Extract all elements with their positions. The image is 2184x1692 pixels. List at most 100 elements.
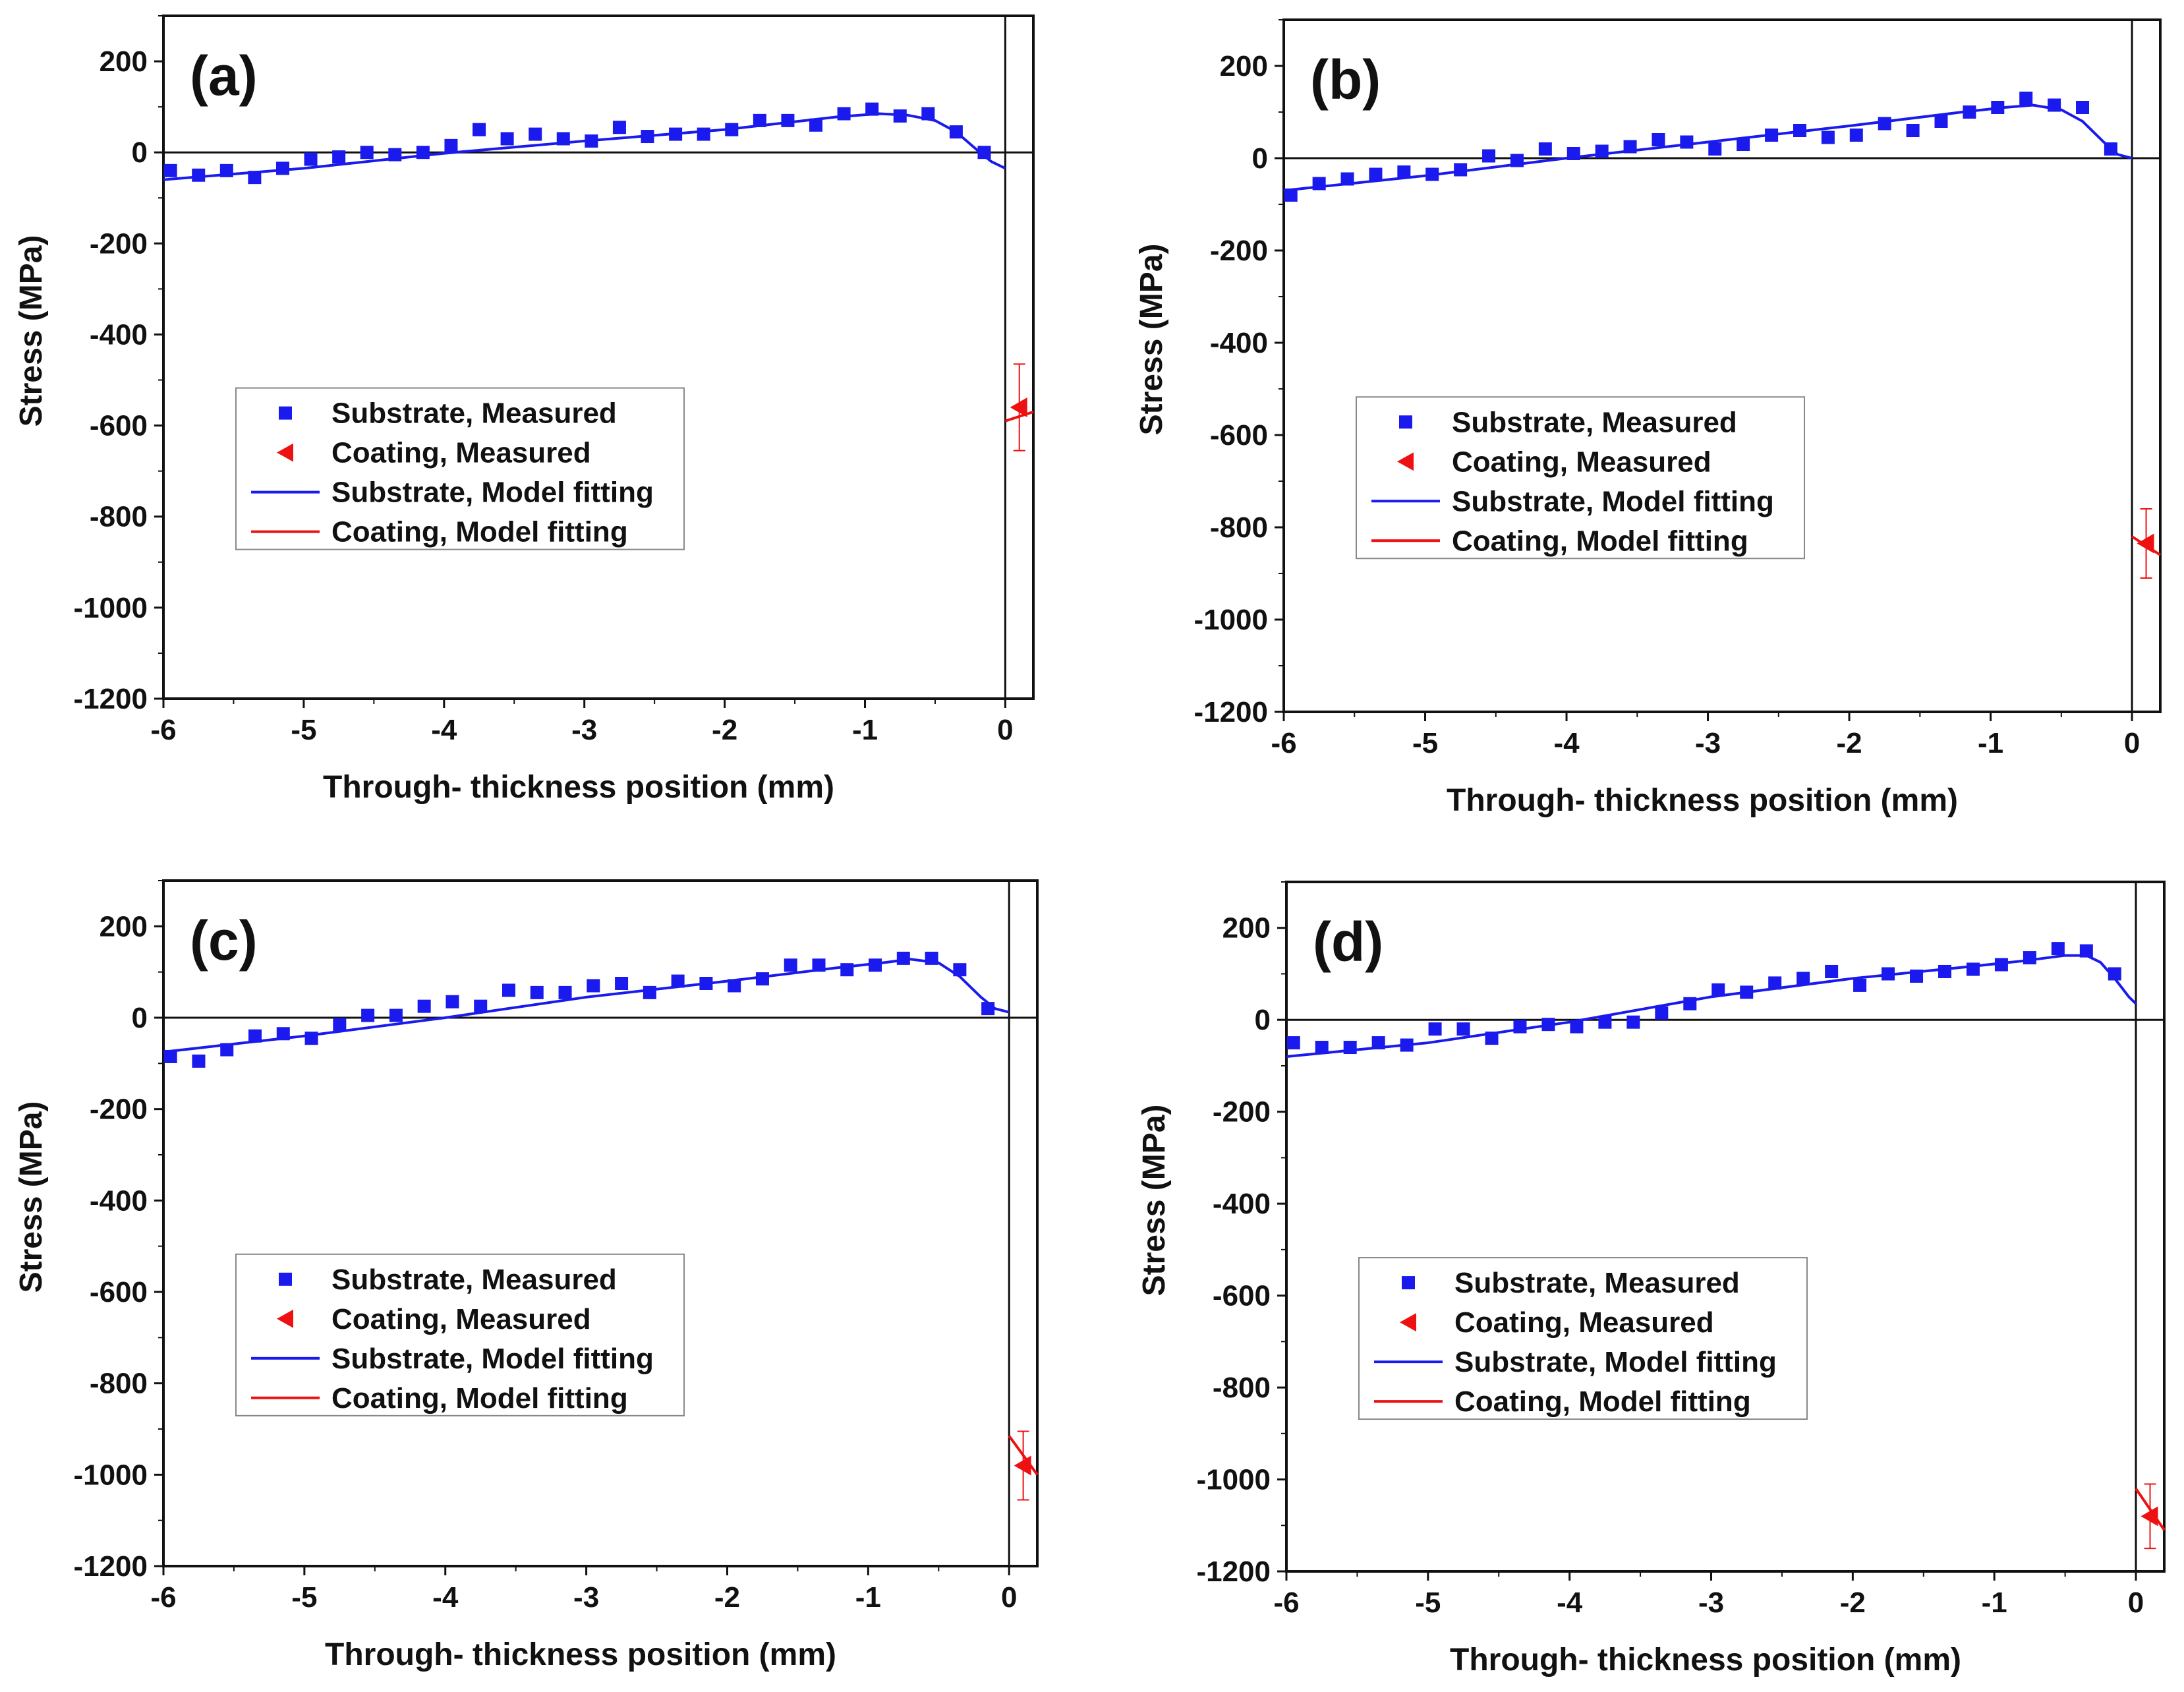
legend-entry: Coating, Measured bbox=[1452, 446, 1711, 478]
substrate-point bbox=[1652, 133, 1665, 146]
y-tick-label: -200 bbox=[90, 227, 148, 260]
legend-entry: Coating, Model fitting bbox=[1452, 525, 1748, 557]
substrate-point bbox=[587, 979, 600, 993]
x-axis-label: Through- thickness position (mm) bbox=[1450, 1643, 1961, 1677]
substrate-point bbox=[1825, 964, 1839, 978]
substrate-point bbox=[276, 1027, 290, 1041]
legend-coating-triangle bbox=[277, 443, 293, 462]
y-tick-label: 0 bbox=[1252, 142, 1268, 175]
substrate-point bbox=[1340, 172, 1354, 186]
substrate-point bbox=[474, 999, 488, 1013]
substrate-point bbox=[417, 999, 431, 1013]
substrate-point bbox=[332, 150, 346, 164]
panel-label: (c) bbox=[190, 910, 258, 972]
substrate-point bbox=[641, 130, 654, 144]
y-tick-label: -800 bbox=[1210, 511, 1268, 544]
substrate-point bbox=[1655, 1006, 1669, 1020]
legend-entry: Coating, Model fitting bbox=[331, 516, 628, 548]
substrate-point bbox=[1966, 962, 1980, 976]
substrate-point bbox=[1482, 149, 1496, 163]
x-tick-label: -4 bbox=[432, 1581, 459, 1614]
substrate-point bbox=[1538, 142, 1552, 156]
x-tick-label: -6 bbox=[1273, 1587, 1299, 1619]
y-tick-label: -600 bbox=[90, 1276, 148, 1308]
substrate-point bbox=[1853, 978, 1867, 992]
legend-substrate-square bbox=[1402, 1276, 1415, 1290]
x-tick-label: -2 bbox=[712, 714, 737, 746]
legend-entry: Substrate, Model fitting bbox=[1452, 485, 1774, 517]
substrate-point bbox=[2104, 142, 2117, 156]
panel-label: (d) bbox=[1313, 911, 1383, 973]
substrate-point bbox=[2051, 942, 2065, 956]
substrate-point bbox=[1796, 972, 1810, 985]
legend-substrate-square bbox=[1399, 415, 1412, 429]
legend-entry: Substrate, Measured bbox=[331, 397, 617, 430]
substrate-point bbox=[1680, 135, 1694, 149]
substrate-point bbox=[530, 985, 544, 999]
substrate-point bbox=[1906, 124, 1920, 137]
substrate-point bbox=[1566, 147, 1580, 160]
substrate-point bbox=[1286, 1036, 1300, 1050]
x-tick-label: -3 bbox=[1698, 1587, 1724, 1619]
panel-b: -6 -5 -4 -3 -2 -1 0 200 0 -200 -400 -600 -800 -1000 -1… bbox=[1134, 18, 2162, 818]
substrate-point bbox=[1425, 167, 1439, 181]
y-tick-label: -1200 bbox=[1196, 1556, 1271, 1588]
substrate-point bbox=[699, 977, 713, 990]
substrate-point bbox=[1397, 165, 1411, 179]
substrate-point bbox=[921, 107, 935, 121]
y-tick-label: -600 bbox=[1210, 419, 1268, 452]
coating-point bbox=[1014, 1455, 1031, 1476]
legend-substrate-square bbox=[279, 406, 292, 420]
x-tick-label: -4 bbox=[1557, 1587, 1583, 1619]
substrate-point bbox=[1371, 1036, 1385, 1050]
substrate-point bbox=[812, 958, 826, 972]
y-tick-label: -1000 bbox=[73, 592, 148, 624]
y-axis-label: Stress (MPa) bbox=[14, 235, 49, 427]
y-tick-label: -200 bbox=[90, 1094, 148, 1126]
x-tick-label: -4 bbox=[1553, 727, 1580, 759]
x-tick-label: -2 bbox=[1840, 1587, 1866, 1619]
y-tick-label: -400 bbox=[90, 318, 148, 351]
substrate-point bbox=[1994, 958, 2008, 972]
substrate-point bbox=[1963, 105, 1976, 119]
y-tick-label: -600 bbox=[90, 410, 148, 442]
substrate-point bbox=[977, 146, 991, 160]
substrate-point bbox=[500, 132, 514, 146]
substrate-point bbox=[725, 123, 739, 136]
substrate-point bbox=[1708, 142, 1722, 156]
substrate-point bbox=[893, 109, 907, 123]
x-tick-label: 0 bbox=[997, 714, 1013, 746]
substrate-point bbox=[1740, 985, 1754, 999]
substrate-point bbox=[1849, 129, 1863, 142]
substrate-point bbox=[1343, 1041, 1357, 1055]
substrate-point bbox=[612, 121, 626, 134]
substrate-point bbox=[275, 161, 289, 175]
legend-entry: Coating, Model fitting bbox=[331, 1382, 628, 1415]
substrate-point bbox=[304, 1032, 318, 1045]
substrate-point bbox=[1485, 1032, 1499, 1045]
substrate-point bbox=[615, 977, 629, 990]
substrate-point bbox=[840, 963, 854, 977]
substrate-point bbox=[248, 171, 262, 185]
x-tick-label: -1 bbox=[1978, 727, 2003, 759]
legend-entry: Coating, Measured bbox=[1454, 1306, 1714, 1339]
y-tick-label: -800 bbox=[1213, 1372, 1271, 1404]
substrate-point bbox=[473, 123, 486, 136]
y-tick-label: -200 bbox=[1210, 235, 1268, 267]
x-axis-label: Through- thickness position (mm) bbox=[1447, 783, 1958, 818]
substrate-point bbox=[388, 148, 402, 161]
substrate-fit-line bbox=[1283, 103, 2133, 192]
substrate-point bbox=[163, 1049, 177, 1063]
legend-entry: Coating, Model fitting bbox=[1454, 1386, 1751, 1418]
substrate-point bbox=[949, 125, 963, 139]
substrate-point bbox=[445, 995, 459, 1008]
panel-d: -6 -5 -4 -3 -2 -1 0 200 0 -200 -400 -600 -800 -1000 -1… bbox=[1137, 881, 2166, 1677]
substrate-point bbox=[502, 983, 515, 997]
x-tick-label: -3 bbox=[1695, 727, 1721, 759]
legend-entry: Substrate, Model fitting bbox=[331, 477, 654, 509]
substrate-point bbox=[444, 138, 458, 152]
substrate-point bbox=[1683, 997, 1697, 1010]
substrate-point bbox=[643, 985, 656, 999]
legend-box bbox=[235, 1253, 685, 1416]
substrate-point bbox=[333, 1018, 347, 1032]
